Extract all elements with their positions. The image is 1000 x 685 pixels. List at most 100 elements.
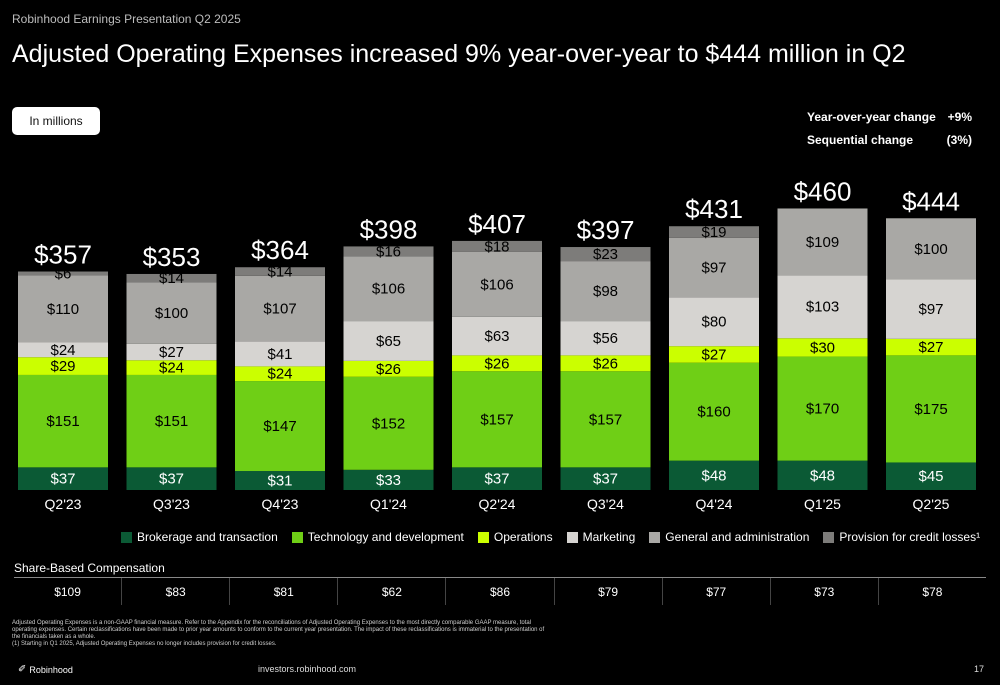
bar-segment <box>669 460 759 490</box>
bar-segment <box>886 279 976 339</box>
segment-label: $24 <box>159 360 184 377</box>
chart-legend: Brokerage and transaction Technology and … <box>121 530 994 544</box>
legend-item: Technology and development <box>291 530 464 544</box>
page-number: 17 <box>974 664 985 674</box>
bar-segment <box>235 381 325 472</box>
bar-segment <box>669 226 759 238</box>
segment-label: $6 <box>55 265 72 282</box>
bar-segment <box>18 275 108 343</box>
segment-label: $26 <box>376 361 401 378</box>
total-label: $444 <box>902 186 960 216</box>
segment-label: $160 <box>697 404 730 421</box>
stacked-bar-chart: $37 $151 $29 $24 $110 $6$357 Q2'23 $37 $151 $24 $2… <box>18 176 976 512</box>
bar-segment <box>669 237 759 298</box>
bar-segment <box>235 366 325 382</box>
bar-segment <box>886 462 976 490</box>
page-title: Adjusted Operating Expenses increased 9%… <box>12 40 906 68</box>
bar-segment <box>452 355 542 372</box>
bar-segment <box>452 316 542 356</box>
bar-segment <box>452 240 542 252</box>
segment-label: $80 <box>701 314 726 331</box>
segment-label: $147 <box>263 418 296 435</box>
bar-segment <box>18 467 108 490</box>
brand-logo: ✐ Robinhood <box>18 664 73 675</box>
bar-segment <box>235 275 325 342</box>
bar-segment <box>235 267 325 276</box>
segment-label: $37 <box>50 471 75 488</box>
change-summary: Year-over-year change +9% Sequential cha… <box>807 110 972 156</box>
segment-label: $30 <box>810 339 835 356</box>
segment-label: $37 <box>593 471 618 488</box>
legend-label: General and administration <box>665 530 810 544</box>
brand-name: Robinhood <box>29 664 73 675</box>
bar-segment <box>777 208 868 276</box>
sequential-change-row: Sequential change (3%) <box>807 133 972 156</box>
legend-label: Brokerage and transaction <box>137 530 278 544</box>
bar-segment <box>126 374 217 468</box>
total-label: $460 <box>794 176 852 206</box>
bar-segment <box>777 338 868 357</box>
total-label: $353 <box>143 242 201 272</box>
category-tick-label: Q2'25 <box>913 496 950 512</box>
bar-segment <box>452 251 542 317</box>
sbc-value: $78 <box>922 584 943 599</box>
segment-label: $107 <box>263 301 296 318</box>
segment-label: $14 <box>267 264 292 281</box>
segment-label: $37 <box>159 471 184 488</box>
bar-segment <box>235 471 325 490</box>
footnote-main: Adjusted Operating Expenses is a non-GAA… <box>12 620 545 640</box>
segment-label: $175 <box>914 401 947 418</box>
sbc-value: $109 <box>14 578 123 605</box>
bar-segment <box>669 297 759 347</box>
segment-label: $97 <box>918 301 943 318</box>
category-tick-label: Q3'23 <box>153 496 190 512</box>
bar-segment <box>18 374 108 468</box>
bar-segment <box>560 247 651 262</box>
bar-segment <box>886 338 976 356</box>
segment-label: $151 <box>46 413 79 430</box>
category-tick-label: Q4'23 <box>262 496 299 512</box>
bar-segment <box>18 342 108 358</box>
segment-label: $63 <box>484 328 509 345</box>
category-tick-label: Q1'25 <box>804 496 841 512</box>
bar-segment <box>18 271 108 276</box>
legend-item: Brokerage and transaction <box>121 530 278 544</box>
legend-label: Operations <box>493 530 553 544</box>
segment-label: $151 <box>155 413 188 430</box>
segment-label: $31 <box>267 473 292 490</box>
legend-swatch <box>477 531 489 543</box>
legend-label: Technology and development <box>307 530 464 544</box>
segment-label: $26 <box>593 355 618 372</box>
segment-label: $157 <box>589 411 622 428</box>
segment-label: $98 <box>593 283 618 300</box>
segment-label: $27 <box>918 339 943 356</box>
category-tick-label: Q2'24 <box>479 496 516 512</box>
presentation-label: Robinhood Earnings Presentation Q2 2025 <box>12 12 241 26</box>
bar-segment <box>126 360 217 375</box>
segment-label: $29 <box>50 358 75 375</box>
bar-segment <box>886 218 976 280</box>
bar-segment <box>452 371 542 468</box>
total-label: $357 <box>34 240 92 270</box>
segment-label: $14 <box>159 270 184 287</box>
yoy-change-value: +9% <box>947 110 972 124</box>
segment-label: $24 <box>267 366 292 383</box>
segment-label: $27 <box>701 346 726 363</box>
bar-segment <box>126 343 217 361</box>
segment-label: $110 <box>47 301 79 318</box>
segment-label: $48 <box>810 467 835 484</box>
bar-segment <box>126 282 217 344</box>
segment-label: $23 <box>593 246 618 263</box>
sbc-value: $77 <box>663 578 771 605</box>
segment-label: $109 <box>806 234 839 251</box>
segment-label: $100 <box>155 305 188 322</box>
segment-label: $152 <box>372 415 405 432</box>
legend-item: Provision for credit losses¹ <box>823 530 980 544</box>
yoy-change-row: Year-over-year change +9% <box>807 110 972 133</box>
bar-segment <box>560 371 651 468</box>
sbc-value: $62 <box>338 578 447 605</box>
sbc-value: $73 <box>771 578 879 605</box>
category-tick-label: Q2'23 <box>45 496 82 512</box>
bar-segment <box>560 321 651 356</box>
sequential-change-value: (3%) <box>946 133 972 147</box>
